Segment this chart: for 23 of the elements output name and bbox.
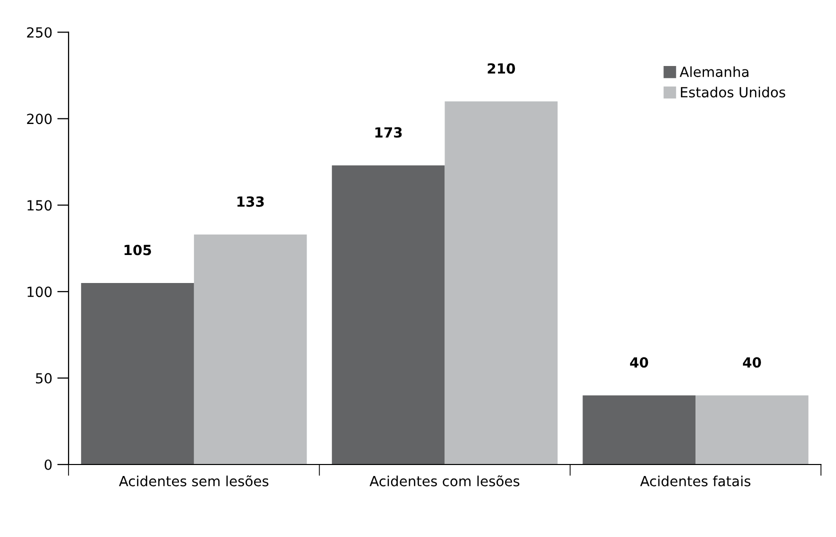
data-label: 173 xyxy=(375,127,402,138)
data-label: 210 xyxy=(488,63,516,74)
y-tick-label: 150 xyxy=(28,200,52,211)
legend-label: Estados Unidos xyxy=(680,86,786,98)
bar xyxy=(332,165,445,465)
y-tick-label: 200 xyxy=(27,114,52,124)
data-label: 133 xyxy=(237,196,264,207)
x-tick-label: Acidentes com lesões xyxy=(370,475,520,486)
bar xyxy=(444,101,558,465)
y-tick-label: 250 xyxy=(27,27,52,38)
y-tick-label: 100 xyxy=(28,286,52,298)
bar xyxy=(194,234,307,465)
bar xyxy=(81,282,194,465)
x-tick-label: Acidentes fatais xyxy=(640,476,750,486)
bar xyxy=(696,395,808,465)
data-label: 105 xyxy=(124,244,152,256)
y-tick-label: 50 xyxy=(36,373,52,384)
y-tick-label: 0 xyxy=(44,459,52,470)
legend-label: Alemanha xyxy=(680,66,748,78)
x-tick-label: Acidentes sem lesões xyxy=(118,475,268,486)
bar xyxy=(582,395,696,465)
data-label: 40 xyxy=(742,357,761,368)
data-label: 40 xyxy=(630,357,648,368)
